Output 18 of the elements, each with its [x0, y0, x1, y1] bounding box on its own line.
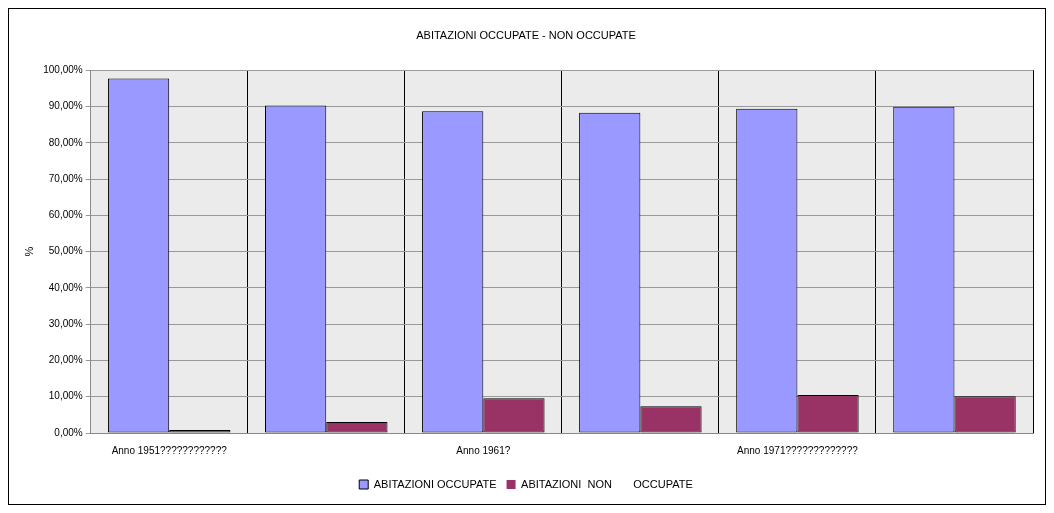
y-tick-label: 40,00% [48, 281, 83, 293]
y-tick-label: 0,00% [54, 426, 83, 438]
y-tick-label: 90,00% [48, 100, 83, 112]
legend-label: ABITAZIONI NON OCCUPATE [521, 477, 693, 490]
y-tick-label: 100,00% [43, 63, 83, 75]
x-tick-label: Anno 1951???????????? [111, 444, 228, 456]
y-tick-label: 50,00% [48, 245, 83, 257]
y-tick-label: 70,00% [48, 172, 83, 184]
x-tick-label: Anno 1971????????????? [737, 444, 859, 456]
y-tick-label: 20,00% [48, 354, 83, 366]
y-tick-label: 10,00% [48, 390, 83, 402]
x-tick-label: Anno 1961? [456, 444, 511, 456]
legend-label: ABITAZIONI OCCUPATE [373, 477, 497, 490]
chart-title: ABITAZIONI OCCUPATE - NON OCCUPATE [416, 28, 636, 41]
y-tick-label: 80,00% [48, 136, 83, 148]
y-tick-label: 60,00% [48, 209, 83, 221]
y-tick-label: 30,00% [48, 317, 83, 329]
y-axis-title: % [22, 246, 35, 257]
